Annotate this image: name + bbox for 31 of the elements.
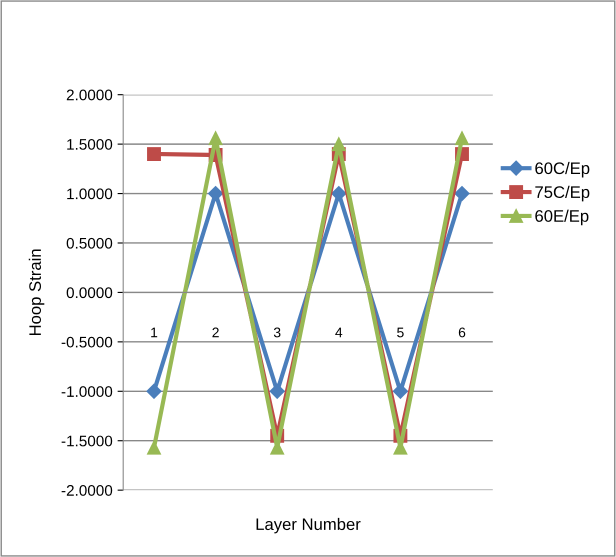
- x-tick-label: 3: [274, 328, 280, 338]
- y-axis-title: Hoop Strain: [28, 250, 44, 336]
- x-tick-label: 1: [151, 328, 158, 338]
- point: [454, 186, 470, 202]
- x-axis-title: Layer Number: [256, 518, 361, 534]
- x-tick-label: 6: [458, 328, 466, 338]
- point: [208, 131, 223, 146]
- y-tick-label: 1.0000: [67, 188, 112, 200]
- y-tick-label: -2.0000: [62, 485, 112, 496]
- point: [270, 384, 285, 399]
- legend-label: 75C/Ep: [535, 186, 590, 202]
- x-tick-label: 5: [397, 328, 404, 338]
- point: [392, 384, 408, 399]
- point: [455, 131, 469, 146]
- point: [332, 137, 346, 152]
- legend-label: 60C/Ep: [535, 162, 590, 178]
- x-tick-label: 4: [335, 328, 342, 338]
- point: [208, 186, 224, 202]
- legend-label: 60E/Ep: [535, 210, 588, 226]
- point: [331, 186, 346, 202]
- y-tick-label: 2.0000: [66, 90, 112, 100]
- point: [147, 147, 161, 161]
- point: [147, 440, 161, 455]
- y-tick-label: 0.0000: [66, 287, 112, 298]
- y-tick-label: 0.5000: [66, 238, 112, 249]
- y-tick-label: -1.0000: [62, 386, 112, 397]
- y-tick-label: -1.5000: [62, 436, 112, 446]
- x-tick-label: 2: [212, 328, 219, 338]
- y-tick-label: 1.5000: [67, 138, 112, 150]
- point: [146, 384, 162, 399]
- y-tick-label: -0.5000: [62, 336, 112, 348]
